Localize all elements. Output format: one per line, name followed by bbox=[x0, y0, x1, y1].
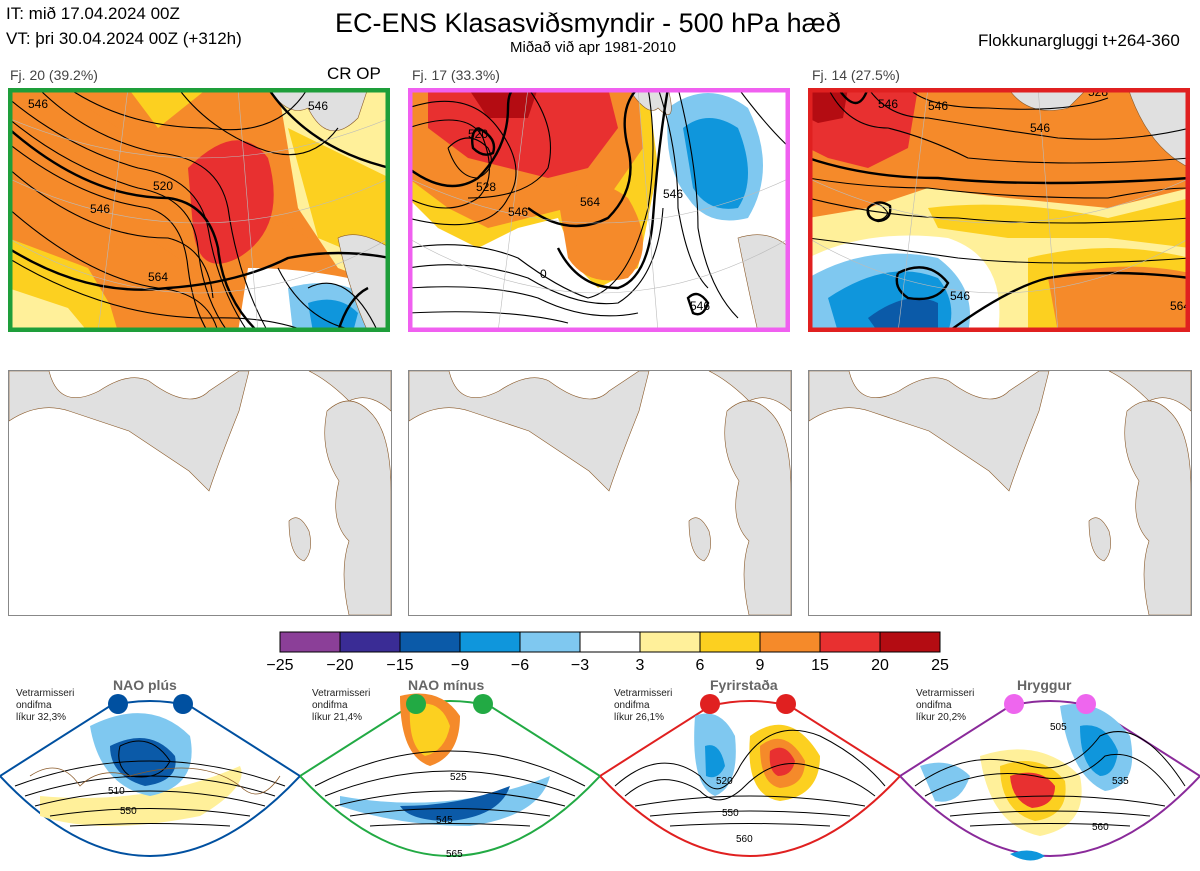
colorbar-swatch bbox=[339, 631, 401, 653]
colorbar-tick-label: −3 bbox=[571, 657, 589, 674]
cluster-map-2: 520 528 546 564 546 0 546 bbox=[408, 88, 790, 332]
regime-note: Vetrarmisseri ondifma líkur 26,1% bbox=[614, 688, 673, 723]
contour-label: 546 bbox=[878, 97, 898, 111]
contour-label: 546 bbox=[690, 299, 710, 313]
contour-label: 564 bbox=[148, 270, 168, 284]
colorbar-swatch bbox=[639, 631, 701, 653]
contour-label: 546 bbox=[508, 205, 528, 219]
regime-note: Vetrarmisseri ondifma líkur 20,2% bbox=[916, 688, 975, 723]
colorbar-tick-label: −25 bbox=[266, 657, 293, 674]
contour-label: 546 bbox=[928, 99, 948, 113]
colorbar-tick-label: −6 bbox=[511, 657, 529, 674]
page-title: EC-ENS Klasasviðsmyndir - 500 hPa hæð bbox=[335, 8, 841, 38]
regime-contour-label: 565 bbox=[446, 849, 463, 860]
colorbar-swatch bbox=[759, 631, 821, 653]
cluster-3-label: Fj. 14 (27.5%) bbox=[812, 67, 900, 83]
contour-label: 546 bbox=[28, 97, 48, 111]
colorbar: −25 −20 −15 −9 −6 −3 3 6 9 15 20 25 bbox=[266, 631, 949, 674]
colorbar-swatch bbox=[399, 631, 461, 653]
contour-label: 520 bbox=[153, 179, 173, 193]
colorbar-swatch bbox=[459, 631, 521, 653]
colorbar-swatch bbox=[879, 631, 941, 653]
contour-label: 0 bbox=[540, 267, 547, 281]
colorbar-tick-label: 25 bbox=[931, 657, 949, 674]
cluster-1-label: Fj. 20 (39.2%) bbox=[10, 67, 98, 83]
regime-contour-label: 525 bbox=[450, 772, 467, 783]
regime-contour-label: 545 bbox=[436, 815, 453, 826]
regime-contour-label: 535 bbox=[1112, 776, 1129, 787]
map-blank-2 bbox=[408, 370, 792, 616]
colorbar-swatch bbox=[279, 631, 341, 653]
map-blank-1 bbox=[8, 370, 392, 616]
contour-label: 546 bbox=[1030, 121, 1050, 135]
cluster-map-3: 546 546 528 546 546 564 bbox=[808, 88, 1190, 332]
contour-label: 546 bbox=[663, 187, 683, 201]
colorbar-swatch bbox=[519, 631, 581, 653]
contour-label: 520 bbox=[468, 127, 488, 141]
colorbar-tick-label: −9 bbox=[451, 657, 469, 674]
colorbar-tick-label: 15 bbox=[811, 657, 829, 674]
regime-contour-label: 560 bbox=[736, 834, 753, 845]
regime-nao-minus: 525 545 565 NAO mínus Vetrarmisseri ondi… bbox=[298, 676, 602, 871]
regime-contour-label: 550 bbox=[722, 808, 739, 819]
colorbar-swatch bbox=[819, 631, 881, 653]
regime-contour-label: 505 bbox=[1050, 722, 1067, 733]
contour-label: 546 bbox=[308, 99, 328, 113]
contour-label: 528 bbox=[476, 180, 496, 194]
regime-contour-label: 560 bbox=[1092, 822, 1109, 833]
regime-title: Fyrirstaða bbox=[710, 677, 778, 693]
map-blank-3 bbox=[808, 370, 1192, 616]
regime-ridge: 505 535 560 Hryggur Vetrarmisseri ondifm… bbox=[898, 676, 1200, 871]
init-time: IT: mið 17.04.2024 00Z bbox=[6, 4, 180, 23]
cluster-1-tag: CR OP bbox=[327, 64, 381, 83]
regime-note: Vetrarmisseri ondifma líkur 21,4% bbox=[312, 688, 371, 723]
regime-title: NAO mínus bbox=[408, 677, 485, 693]
contour-label: 528 bbox=[1088, 88, 1108, 99]
colorbar-tick-label: 3 bbox=[636, 657, 645, 674]
regime-note: Vetrarmisseri ondifma líkur 32,3% bbox=[16, 688, 75, 723]
regime-nao-plus: 510 550 NAO plús Vetrarmisseri ondifma l… bbox=[0, 676, 302, 871]
colorbar-tick-label: 6 bbox=[696, 657, 705, 674]
classification-window: Flokkunargluggi t+264-360 bbox=[978, 31, 1180, 50]
contour-label: 564 bbox=[580, 195, 600, 209]
colorbar-tick-label: −15 bbox=[386, 657, 413, 674]
contour-label: 546 bbox=[950, 289, 970, 303]
colorbar-swatch bbox=[579, 631, 641, 653]
regime-title: NAO plús bbox=[113, 677, 177, 693]
cluster-map-1: 546 520 546 564 546 bbox=[8, 88, 390, 332]
colorbar-tick-label: −20 bbox=[326, 657, 353, 674]
regime-blocking: 520 550 560 Fyrirstaða Vetrarmisseri ond… bbox=[598, 676, 902, 871]
regime-contour-label: 550 bbox=[120, 806, 137, 817]
page-subtitle: Miðað við apr 1981-2010 bbox=[510, 39, 676, 56]
colorbar-tick-label: 20 bbox=[871, 657, 889, 674]
colorbar-swatch bbox=[699, 631, 761, 653]
colorbar-tick-label: 9 bbox=[756, 657, 765, 674]
regime-title: Hryggur bbox=[1017, 677, 1072, 693]
regime-contour-label: 510 bbox=[108, 786, 125, 797]
cluster-2-label: Fj. 17 (33.3%) bbox=[412, 67, 500, 83]
valid-time: VT: þri 30.04.2024 00Z (+312h) bbox=[6, 29, 242, 48]
contour-label: 564 bbox=[1170, 299, 1190, 313]
regime-contour-label: 520 bbox=[716, 776, 733, 787]
contour-label: 546 bbox=[90, 202, 110, 216]
